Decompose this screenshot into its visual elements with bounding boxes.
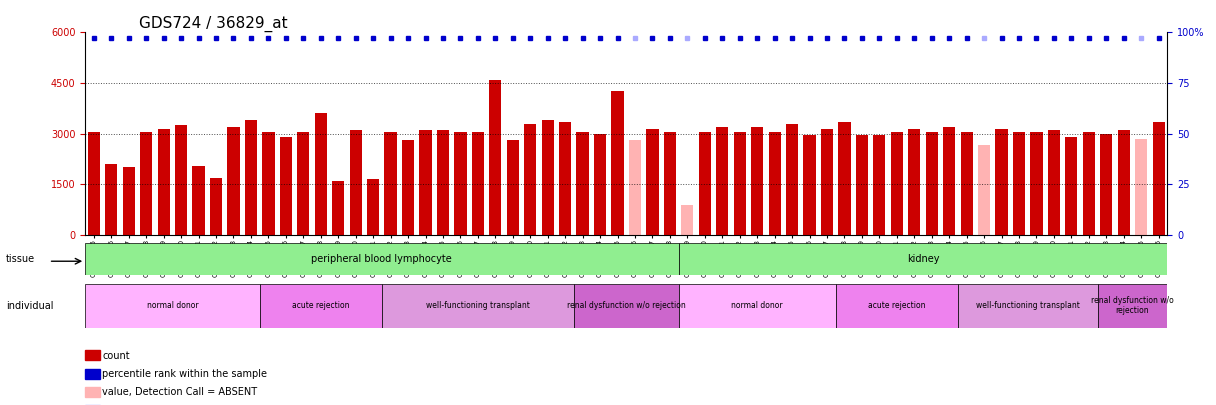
Bar xyxy=(280,137,292,235)
Bar xyxy=(1135,139,1147,235)
Bar xyxy=(455,132,467,235)
Bar xyxy=(541,120,553,235)
Bar xyxy=(908,129,921,235)
Bar xyxy=(629,141,641,235)
Text: well-functioning transplant: well-functioning transplant xyxy=(426,301,530,310)
Bar xyxy=(996,129,1008,235)
Bar xyxy=(978,145,990,235)
Bar xyxy=(244,120,257,235)
Bar xyxy=(437,130,449,235)
Bar xyxy=(507,141,519,235)
Bar xyxy=(576,132,589,235)
Bar xyxy=(384,132,396,235)
Text: individual: individual xyxy=(6,301,54,311)
Bar xyxy=(315,113,327,235)
FancyBboxPatch shape xyxy=(1098,284,1167,328)
Bar xyxy=(158,129,170,235)
Bar xyxy=(873,135,885,235)
Bar xyxy=(1153,122,1165,235)
Bar xyxy=(88,132,100,235)
Bar xyxy=(559,122,572,235)
Bar xyxy=(699,132,711,235)
Text: count: count xyxy=(102,351,130,360)
Bar xyxy=(890,132,903,235)
Bar xyxy=(786,124,798,235)
Bar xyxy=(716,127,728,235)
Text: kidney: kidney xyxy=(907,254,939,264)
Bar xyxy=(647,129,659,235)
Bar xyxy=(925,132,938,235)
Bar xyxy=(664,132,676,235)
Bar xyxy=(1030,132,1042,235)
Text: renal dysfunction w/o
rejection: renal dysfunction w/o rejection xyxy=(1091,296,1173,315)
Text: value, Detection Call = ABSENT: value, Detection Call = ABSENT xyxy=(102,387,258,397)
Text: acute rejection: acute rejection xyxy=(868,301,925,310)
FancyBboxPatch shape xyxy=(85,243,679,275)
Bar xyxy=(681,205,693,235)
Bar xyxy=(349,130,362,235)
Bar xyxy=(751,127,764,235)
Bar xyxy=(402,141,415,235)
Bar xyxy=(856,135,868,235)
Bar xyxy=(612,92,624,235)
Text: GDS724 / 36829_at: GDS724 / 36829_at xyxy=(139,16,288,32)
FancyBboxPatch shape xyxy=(382,284,574,328)
Bar xyxy=(733,132,745,235)
Bar xyxy=(489,80,501,235)
Bar xyxy=(106,164,118,235)
Text: well-functioning transplant: well-functioning transplant xyxy=(975,301,1080,310)
Text: peripheral blood lymphocyte: peripheral blood lymphocyte xyxy=(311,254,452,264)
Bar xyxy=(769,132,781,235)
FancyBboxPatch shape xyxy=(260,284,382,328)
Bar xyxy=(838,122,850,235)
FancyBboxPatch shape xyxy=(679,243,1167,275)
FancyBboxPatch shape xyxy=(958,284,1098,328)
Bar xyxy=(1065,137,1077,235)
FancyBboxPatch shape xyxy=(835,284,958,328)
Bar xyxy=(472,132,484,235)
Bar xyxy=(192,166,204,235)
Bar xyxy=(123,167,135,235)
Bar xyxy=(1082,132,1094,235)
Bar xyxy=(263,132,275,235)
FancyBboxPatch shape xyxy=(679,284,835,328)
Bar xyxy=(821,129,833,235)
Text: percentile rank within the sample: percentile rank within the sample xyxy=(102,369,268,379)
Bar xyxy=(420,130,432,235)
Bar xyxy=(227,127,240,235)
Bar xyxy=(944,127,956,235)
Bar xyxy=(1048,130,1060,235)
Text: renal dysfunction w/o rejection: renal dysfunction w/o rejection xyxy=(567,301,686,310)
Text: acute rejection: acute rejection xyxy=(292,301,349,310)
FancyBboxPatch shape xyxy=(85,284,260,328)
Bar xyxy=(593,134,606,235)
Bar xyxy=(1013,132,1025,235)
Bar xyxy=(1118,130,1130,235)
Bar xyxy=(175,125,187,235)
Text: normal donor: normal donor xyxy=(731,301,783,310)
Bar xyxy=(524,124,536,235)
Bar xyxy=(367,179,379,235)
Text: normal donor: normal donor xyxy=(147,301,198,310)
Bar xyxy=(297,132,309,235)
FancyBboxPatch shape xyxy=(574,284,679,328)
Bar xyxy=(140,132,152,235)
Bar xyxy=(332,181,344,235)
Bar xyxy=(1100,134,1113,235)
Bar xyxy=(210,177,223,235)
Bar xyxy=(804,135,816,235)
Bar xyxy=(961,132,973,235)
Text: tissue: tissue xyxy=(6,254,35,264)
